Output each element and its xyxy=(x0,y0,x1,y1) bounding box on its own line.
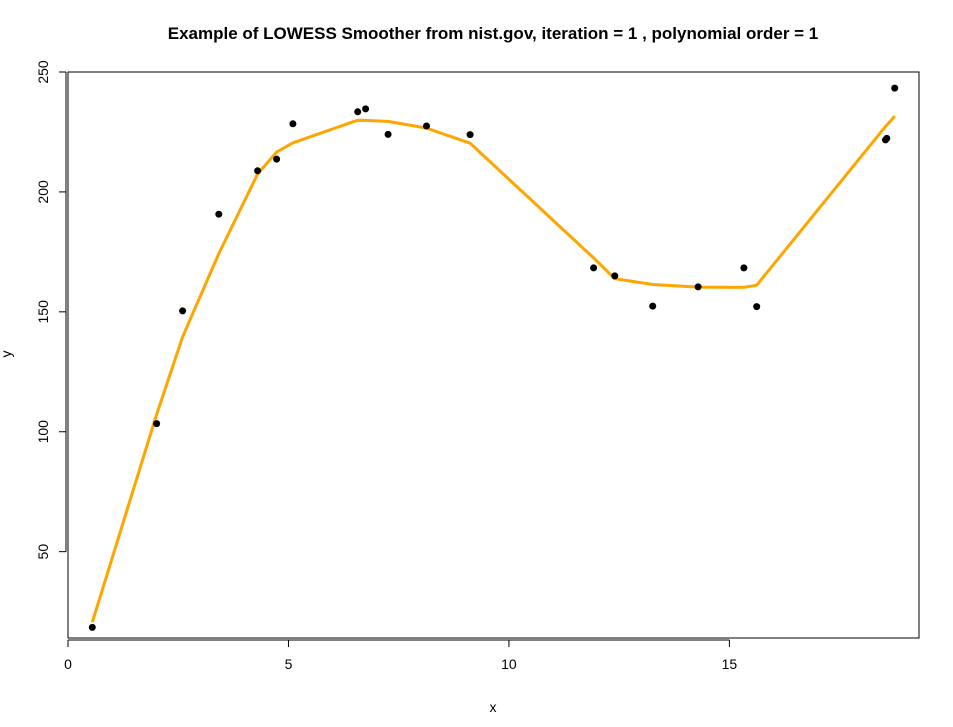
data-point xyxy=(740,264,748,272)
data-point xyxy=(215,210,223,218)
data-point xyxy=(883,134,891,142)
data-point xyxy=(423,122,430,130)
y-tick-label: 250 xyxy=(35,60,51,84)
data-point xyxy=(466,131,474,139)
x-tick-label: 5 xyxy=(285,656,293,672)
x-tick-label: 10 xyxy=(501,656,517,672)
data-points-layer xyxy=(88,84,899,631)
x-tick-label: 0 xyxy=(64,656,72,672)
data-point xyxy=(254,167,262,175)
data-point xyxy=(289,120,297,128)
y-tick-label: 50 xyxy=(35,544,51,560)
x-axis-label: x xyxy=(490,699,497,715)
data-point xyxy=(649,302,657,310)
data-point xyxy=(354,108,362,116)
data-point xyxy=(590,264,598,272)
smoother-line-layer xyxy=(90,115,896,623)
data-point xyxy=(611,272,619,280)
lowess-smoother-line xyxy=(90,115,896,623)
data-point xyxy=(88,623,96,631)
y-axis-label: y xyxy=(0,351,14,358)
y-tick-label: 200 xyxy=(35,180,51,204)
chart-title: Example of LOWESS Smoother from nist.gov… xyxy=(168,24,819,43)
data-point xyxy=(753,303,761,311)
y-tick-label: 100 xyxy=(35,420,51,444)
y-axis: 50 100 150 200 250 xyxy=(35,60,67,560)
data-point xyxy=(362,105,370,113)
x-tick-label: 15 xyxy=(722,656,738,672)
plot-frame xyxy=(67,71,920,639)
data-point xyxy=(891,84,899,92)
data-point xyxy=(153,420,161,428)
x-axis: 0 5 10 15 xyxy=(64,639,738,672)
y-tick-label: 150 xyxy=(35,300,51,324)
data-point xyxy=(694,283,702,291)
data-point xyxy=(179,307,187,315)
data-point xyxy=(384,130,392,138)
data-point xyxy=(273,155,281,163)
